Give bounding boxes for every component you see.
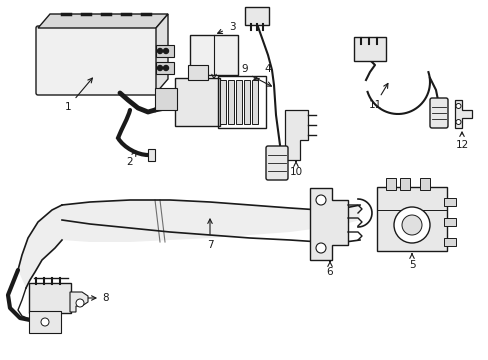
FancyBboxPatch shape <box>29 311 61 333</box>
Bar <box>443 238 455 246</box>
Circle shape <box>41 318 49 326</box>
Circle shape <box>393 207 429 243</box>
Bar <box>156 62 174 74</box>
Circle shape <box>157 49 162 54</box>
Text: 2: 2 <box>126 151 136 167</box>
Bar <box>155 88 177 110</box>
Polygon shape <box>70 292 88 312</box>
Circle shape <box>315 195 325 205</box>
Text: 7: 7 <box>206 219 213 250</box>
Polygon shape <box>156 14 168 93</box>
Bar <box>227 80 234 124</box>
Bar <box>399 178 409 190</box>
Bar <box>175 78 220 126</box>
Bar <box>236 80 242 124</box>
Bar <box>244 80 249 124</box>
Circle shape <box>163 66 168 71</box>
FancyBboxPatch shape <box>265 146 287 180</box>
Text: 5: 5 <box>408 254 414 270</box>
FancyBboxPatch shape <box>244 7 268 25</box>
Bar <box>443 198 455 206</box>
Circle shape <box>163 49 168 54</box>
Text: 12: 12 <box>454 132 468 150</box>
Text: 4: 4 <box>264 64 271 74</box>
FancyBboxPatch shape <box>376 187 446 251</box>
Bar <box>385 178 395 190</box>
FancyBboxPatch shape <box>36 26 158 95</box>
Text: 9: 9 <box>241 64 247 74</box>
Bar <box>443 218 455 226</box>
Bar <box>419 178 429 190</box>
Polygon shape <box>309 188 347 260</box>
Text: 11: 11 <box>367 84 387 110</box>
Polygon shape <box>454 100 471 128</box>
Text: 3: 3 <box>228 22 235 32</box>
Bar <box>187 65 207 80</box>
Bar <box>251 80 258 124</box>
Text: 10: 10 <box>289 161 302 177</box>
Polygon shape <box>285 110 307 160</box>
Polygon shape <box>62 200 359 242</box>
Circle shape <box>401 215 421 235</box>
FancyBboxPatch shape <box>29 283 71 313</box>
Polygon shape <box>148 149 155 161</box>
Text: 6: 6 <box>326 261 333 277</box>
Polygon shape <box>38 14 168 28</box>
Bar <box>220 80 225 124</box>
Bar <box>190 35 238 75</box>
Circle shape <box>76 299 84 307</box>
Polygon shape <box>18 205 62 288</box>
Bar <box>218 76 265 128</box>
Text: 8: 8 <box>102 293 108 303</box>
Bar <box>156 45 174 57</box>
Circle shape <box>157 66 162 71</box>
Circle shape <box>455 104 460 108</box>
FancyBboxPatch shape <box>429 98 447 128</box>
FancyBboxPatch shape <box>353 37 385 61</box>
Circle shape <box>455 120 460 125</box>
Text: 1: 1 <box>64 78 92 112</box>
Circle shape <box>315 243 325 253</box>
